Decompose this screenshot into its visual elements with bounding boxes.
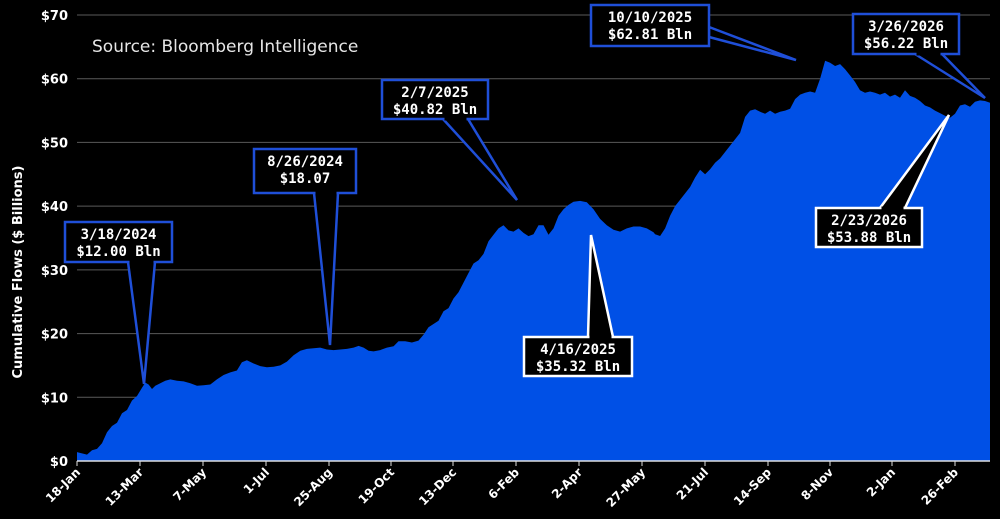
callout-date: 2/23/2026 bbox=[831, 213, 907, 229]
x-tick-label: 26-Feb bbox=[919, 465, 962, 508]
callout-value: $40.82 Bln bbox=[393, 102, 477, 118]
annotation-callout: 10/10/2025$62.81 Bln bbox=[589, 3, 797, 62]
callout-box bbox=[589, 3, 711, 48]
annotation-callout: 8/26/2024$18.07 bbox=[252, 147, 358, 346]
x-tick-label: 13-Dec bbox=[416, 465, 459, 508]
x-tick-label: 13-Mar bbox=[103, 465, 147, 509]
x-tick-label: 14-Sep bbox=[731, 465, 774, 508]
y-axis-title: Cumulative Flows ($ Billions) bbox=[11, 166, 26, 379]
callout-pointer bbox=[126, 260, 157, 385]
flows-area bbox=[77, 60, 990, 462]
callout-box bbox=[814, 206, 924, 249]
annotation-callout: 3/18/2024$12.00 Bln bbox=[63, 220, 174, 385]
y-tick-label: $40 bbox=[41, 200, 68, 215]
callout-box bbox=[380, 78, 490, 121]
annotations: 3/18/2024$12.00 Bln8/26/2024$18.072/7/20… bbox=[63, 3, 986, 385]
callout-date: 3/26/2026 bbox=[868, 19, 944, 35]
annotation-callout: 3/26/2026$56.22 Bln bbox=[851, 12, 986, 100]
x-tick-label: 1-Jul bbox=[241, 465, 272, 496]
callout-value: $35.32 Bln bbox=[536, 359, 620, 375]
callout-box bbox=[63, 220, 174, 264]
x-tick-label: 21-Jul bbox=[674, 465, 711, 502]
y-tick-label: $20 bbox=[41, 328, 68, 343]
annotation-callout: 2/23/2026$53.88 Bln bbox=[814, 114, 951, 249]
x-tick-label: 18-Jan bbox=[43, 465, 83, 505]
y-tick-label: $30 bbox=[41, 264, 68, 279]
x-tick-label: 6-Feb bbox=[486, 465, 523, 502]
y-tick-label: $50 bbox=[41, 136, 68, 151]
callout-pointer bbox=[707, 25, 797, 62]
callout-date: 2/7/2025 bbox=[401, 85, 468, 101]
callout-value: $62.81 Bln bbox=[608, 27, 692, 43]
x-tick-label: 7-May bbox=[170, 465, 209, 504]
y-tick-label: $0 bbox=[50, 455, 68, 470]
callout-date: 8/26/2024 bbox=[267, 154, 343, 170]
annotation-callout: 4/16/2025$35.32 Bln bbox=[522, 234, 634, 378]
callout-pointer bbox=[440, 117, 519, 201]
callout-date: 3/18/2024 bbox=[81, 227, 157, 243]
x-tick-label: 25-Aug bbox=[291, 465, 335, 509]
callout-value: $18.07 bbox=[280, 171, 331, 187]
callout-value: $53.88 Bln bbox=[827, 230, 911, 246]
callout-value: $56.22 Bln bbox=[864, 36, 948, 52]
callout-pointer bbox=[312, 191, 340, 346]
x-tick-label: 8-Nov bbox=[798, 465, 836, 503]
y-axis-ticks: $0 $10 $20 $30 $40 $50 $60 $70 bbox=[41, 9, 68, 470]
callout-value: $12.00 Bln bbox=[76, 244, 160, 260]
y-tick-label: $10 bbox=[41, 391, 68, 406]
callout-box bbox=[252, 147, 358, 195]
x-tick-label: 19-Oct bbox=[356, 465, 398, 507]
callout-box bbox=[851, 12, 961, 56]
x-tick-label: 2-Jan bbox=[864, 465, 898, 499]
y-tick-label: $60 bbox=[41, 73, 68, 88]
callout-pointer bbox=[910, 52, 986, 100]
source-label: Source: Bloomberg Intelligence bbox=[92, 37, 358, 57]
annotation-callout: 2/7/2025$40.82 Bln bbox=[380, 78, 519, 201]
callout-date: 4/16/2025 bbox=[540, 342, 616, 358]
callout-box bbox=[522, 335, 634, 378]
callout-date: 10/10/2025 bbox=[608, 10, 692, 26]
x-tick-label: 27-May bbox=[603, 465, 648, 510]
x-tick-label: 2-Apr bbox=[549, 465, 585, 501]
x-axis-ticks: 18-Jan 13-Mar 7-May 1-Jul 25-Aug 19-Oct 13-Dec… bbox=[43, 461, 961, 510]
y-tick-label: $70 bbox=[41, 9, 68, 24]
